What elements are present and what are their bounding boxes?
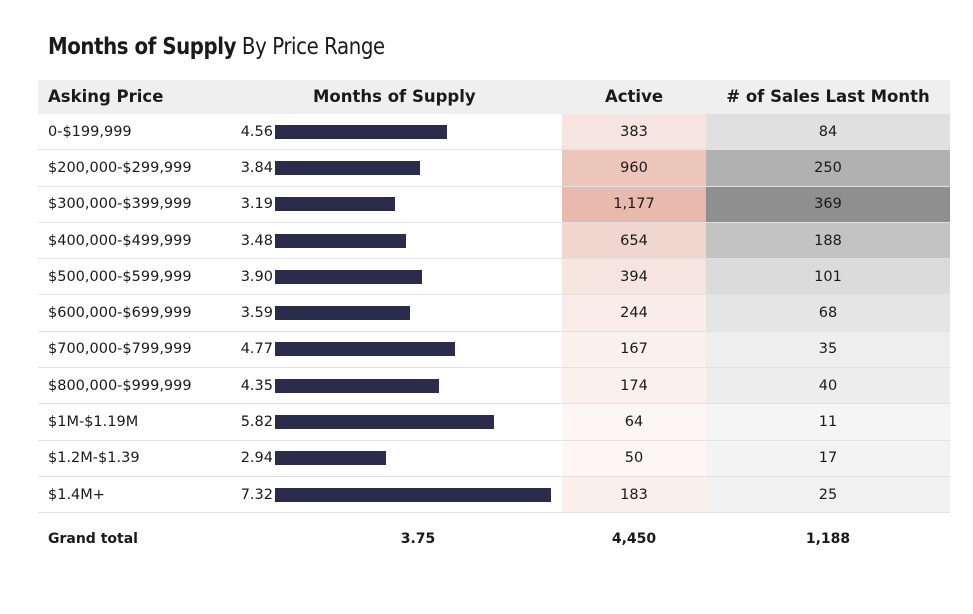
table-row: $1M-$1.19M 5.82 64 11 [38,404,950,441]
sales-value: 17 [706,440,950,476]
header-months-of-supply: Months of Supply [313,87,476,106]
price-range-label: 0-$199,999 [48,123,132,140]
table-row: $300,000-$399,999 3.19 1,177 369 [38,186,950,223]
sales-value: 40 [706,368,950,404]
months-of-supply-value: 7.32 [240,486,273,503]
sales-value: 101 [706,259,950,295]
grand-total-row: Grand total 3.75 4,450 1,188 [38,513,950,565]
grand-total-sales: 1,188 [805,531,851,548]
active-value: 50 [562,440,706,476]
price-range-label: $200,000-$299,999 [48,159,192,176]
months-of-supply-bar-cell [275,150,565,185]
months-of-supply-bar [275,269,423,284]
sales-value: 84 [706,114,950,150]
months-of-supply-value: 2.94 [240,450,273,467]
months-of-supply-value: 3.19 [240,196,273,213]
months-of-supply-bar-cell [275,259,565,294]
months-of-supply-value: 5.82 [240,414,273,431]
title-light: By Price Range [241,34,385,60]
months-of-supply-bar [275,415,495,430]
price-range-label: $1M-$1.19M [48,414,139,431]
months-of-supply-bar [275,124,447,139]
price-range-label: $600,000-$699,999 [48,305,192,322]
sales-value: 68 [706,295,950,331]
price-range-label: $300,000-$399,999 [48,196,192,213]
months-of-supply-bar-cell [275,441,565,476]
table-row: $200,000-$299,999 3.84 960 250 [38,150,950,187]
active-value: 244 [562,295,706,331]
active-value: 383 [562,114,706,150]
months-of-supply-value: 3.90 [240,268,273,285]
price-range-label: $700,000-$799,999 [48,341,192,358]
sales-value: 25 [706,476,950,513]
table-row: $600,000-$699,999 3.59 244 68 [38,295,950,332]
grand-total-mos: 3.75 [400,531,436,548]
sales-value: 11 [706,404,950,440]
months-of-supply-bar-cell [275,295,565,330]
title-bold: Months of Supply [48,34,237,60]
active-value: 183 [562,476,706,513]
header-asking-price: Asking Price [48,87,164,106]
table-row: $500,000-$599,999 3.90 394 101 [38,259,950,296]
months-of-supply-bar [275,342,455,357]
price-range-label: $400,000-$499,999 [48,232,192,249]
months-of-supply-bar [275,160,420,175]
price-range-label: $800,000-$999,999 [48,377,192,394]
header-sales: # of Sales Last Month [726,87,930,106]
months-of-supply-bar-cell [275,368,565,403]
table-row: $1.4M+ 7.32 183 25 [38,476,950,514]
months-of-supply-bar-cell [275,223,565,258]
months-of-supply-bar [275,487,551,502]
active-value: 167 [562,331,706,368]
months-of-supply-value: 4.35 [240,377,273,394]
months-of-supply-bar-cell [275,332,565,367]
table-body: 0-$199,999 4.56 383 84 $200,000-$299,999 3.84… [38,114,950,514]
months-of-supply-value: 3.59 [240,305,273,322]
months-of-supply-value: 3.48 [240,232,273,249]
table-row: $800,000-$999,999 4.35 174 40 [38,368,950,405]
chart-title: Months of Supply By Price Range [48,34,385,60]
active-value: 1,177 [562,186,706,222]
months-of-supply-bar [275,197,396,212]
months-of-supply-bar [275,451,386,466]
months-of-supply-value: 4.77 [240,341,273,358]
active-value: 394 [562,259,706,295]
months-of-supply-bar [275,233,407,248]
table-row: $1.2M-$1.39 2.94 50 17 [38,440,950,477]
months-of-supply-bar-cell [275,187,565,222]
months-of-supply-bar-cell [275,114,565,149]
sales-value: 369 [706,186,950,222]
grand-total-active: 4,450 [611,531,657,548]
supply-table: Asking Price Months of Supply Active # o… [38,80,950,565]
table-row: $700,000-$799,999 4.77 167 35 [38,331,950,369]
price-range-label: $1.4M+ [48,486,105,503]
months-of-supply-value: 4.56 [240,123,273,140]
header-active: Active [604,87,664,106]
grand-total-label: Grand total [48,531,138,548]
months-of-supply-value: 3.84 [240,159,273,176]
months-of-supply-bar [275,306,411,321]
months-of-supply-bar-cell [275,477,565,512]
active-value: 960 [562,150,706,186]
sales-value: 188 [706,222,950,259]
table-row: 0-$199,999 4.56 383 84 [38,114,950,151]
sales-value: 35 [706,331,950,368]
active-value: 64 [562,404,706,440]
sales-value: 250 [706,150,950,186]
price-range-label: $1.2M-$1.39 [48,450,140,467]
months-of-supply-bar [275,378,440,393]
months-of-supply-bar-cell [275,404,565,439]
table-row: $400,000-$499,999 3.48 654 188 [38,222,950,260]
table-header: Asking Price Months of Supply Active # o… [38,80,950,114]
active-value: 174 [562,368,706,404]
price-range-label: $500,000-$599,999 [48,268,192,285]
active-value: 654 [562,222,706,259]
